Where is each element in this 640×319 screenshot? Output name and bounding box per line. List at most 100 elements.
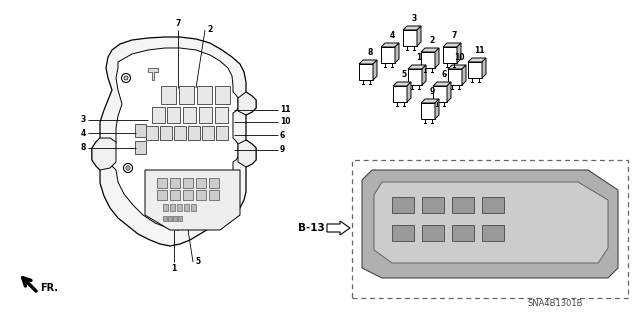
Bar [196, 178, 206, 188]
Polygon shape [393, 82, 411, 86]
Text: 7: 7 [175, 19, 180, 28]
Polygon shape [482, 58, 486, 78]
Bar [160, 126, 172, 140]
Polygon shape [110, 48, 238, 230]
Circle shape [122, 73, 131, 83]
Text: 2: 2 [429, 36, 435, 45]
Text: 1: 1 [172, 264, 177, 273]
Text: 11: 11 [280, 106, 291, 115]
Circle shape [124, 164, 132, 173]
Bar [209, 190, 219, 200]
Bar [393, 86, 407, 102]
Bar [174, 126, 186, 140]
Polygon shape [373, 60, 377, 80]
Polygon shape [374, 182, 608, 263]
Polygon shape [448, 65, 466, 69]
Polygon shape [422, 65, 426, 85]
Polygon shape [395, 43, 399, 63]
Text: 3: 3 [412, 14, 417, 23]
Bar [392, 197, 414, 213]
Bar [403, 30, 417, 46]
Polygon shape [362, 170, 618, 278]
Polygon shape [447, 82, 451, 102]
Bar [173, 216, 177, 220]
Circle shape [192, 203, 196, 207]
Polygon shape [421, 99, 439, 103]
Bar [134, 123, 145, 137]
Circle shape [126, 166, 130, 170]
Bar [468, 62, 482, 78]
Bar [177, 204, 182, 211]
Polygon shape [457, 43, 461, 63]
Bar [196, 86, 211, 104]
Polygon shape [238, 92, 256, 115]
Bar [198, 107, 211, 123]
Text: 2: 2 [207, 26, 212, 34]
Bar [161, 86, 175, 104]
Bar [482, 225, 504, 241]
Text: 5: 5 [401, 70, 406, 79]
Text: 8: 8 [367, 48, 372, 57]
Bar [202, 126, 214, 140]
Bar [188, 126, 200, 140]
Bar [421, 52, 435, 68]
Text: 4: 4 [81, 129, 86, 137]
Circle shape [189, 201, 198, 210]
Bar [381, 47, 395, 63]
Text: SNA4B1301B: SNA4B1301B [527, 299, 583, 308]
Bar [443, 47, 457, 63]
Polygon shape [403, 26, 421, 30]
Text: 6: 6 [442, 70, 447, 79]
Bar [184, 204, 189, 211]
Polygon shape [145, 170, 240, 230]
Bar [448, 69, 462, 85]
Bar [152, 107, 164, 123]
Bar [352, 160, 628, 298]
Bar [178, 216, 182, 220]
Bar [196, 190, 206, 200]
Text: B-13: B-13 [298, 223, 325, 233]
Bar [168, 216, 172, 220]
Bar [170, 190, 180, 200]
Bar [408, 69, 422, 85]
Bar [214, 107, 227, 123]
Bar [422, 225, 444, 241]
Polygon shape [421, 48, 439, 52]
Text: FR.: FR. [40, 283, 58, 293]
Bar [163, 204, 168, 211]
Bar [452, 197, 474, 213]
Bar [191, 204, 195, 211]
Polygon shape [417, 26, 421, 46]
Bar [482, 197, 504, 213]
Bar [359, 64, 373, 80]
Bar [183, 190, 193, 200]
Text: 8: 8 [81, 144, 86, 152]
Polygon shape [435, 99, 439, 119]
Text: 1: 1 [417, 53, 422, 62]
Bar [214, 86, 230, 104]
Polygon shape [443, 43, 461, 47]
Text: 9: 9 [280, 145, 285, 154]
Polygon shape [462, 65, 466, 85]
Bar [392, 225, 414, 241]
Polygon shape [148, 68, 158, 80]
Text: 7: 7 [451, 31, 457, 40]
Text: 5: 5 [195, 257, 200, 266]
Polygon shape [92, 37, 256, 246]
Bar [182, 107, 195, 123]
Bar [157, 190, 167, 200]
Bar [209, 178, 219, 188]
Text: 9: 9 [429, 87, 435, 96]
Polygon shape [92, 138, 116, 170]
Bar [146, 126, 158, 140]
Polygon shape [238, 140, 256, 167]
Polygon shape [468, 58, 486, 62]
Bar [421, 103, 435, 119]
Text: 10: 10 [454, 53, 464, 62]
Text: 6: 6 [280, 130, 285, 139]
Polygon shape [327, 221, 350, 235]
Bar [170, 178, 180, 188]
Bar [216, 126, 228, 140]
Polygon shape [433, 82, 451, 86]
Polygon shape [359, 60, 377, 64]
